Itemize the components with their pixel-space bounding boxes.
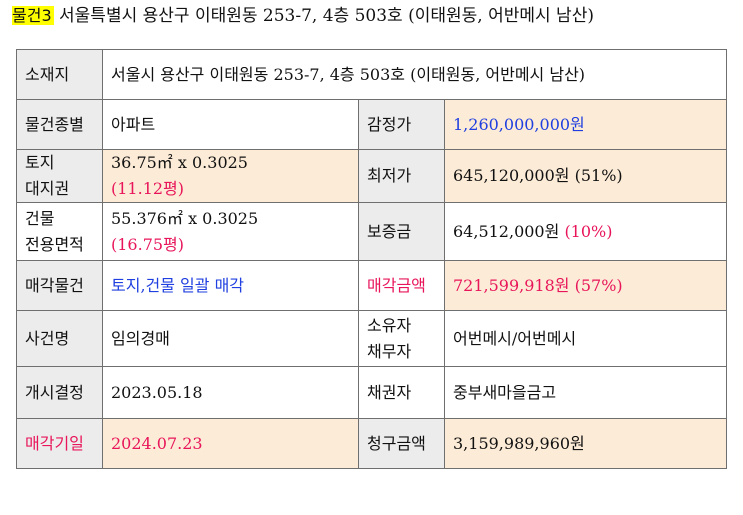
table-row-commence: 개시결정 2023.05.18 채권자 중부새마을금고 (16, 366, 728, 419)
value-land-pyeong: (11.12평) (111, 179, 185, 198)
value-land-area: 36.75㎡ x 0.3025 (111, 153, 248, 172)
value-minimum-price: 645,120,000원 (51%) (443, 149, 728, 203)
value-building-area: 55.376㎡ x 0.3025 (111, 208, 259, 228)
table-row-type: 물건종별 아파트 감정가 1,260,000,000원 (16, 99, 728, 150)
label-property-type: 물건종별 (16, 99, 103, 150)
label-land: 토지 대지권 (16, 149, 103, 203)
value-deposit: 64,512,000원 (10%) (443, 202, 728, 261)
value-building-pyeong: (16.75평) (111, 234, 185, 254)
table-row-case: 사건명 임의경매 소유자 채무자 어번메시/어번메시 (16, 310, 728, 367)
value-case-name: 임의경매 (102, 310, 359, 367)
label-commencement: 개시결정 (16, 366, 103, 419)
value-building: 55.376㎡ x 0.3025 (16.75평) (102, 202, 359, 261)
label-minimum-price: 최저가 (358, 149, 445, 203)
label-sale-date: 매각기일 (16, 418, 103, 469)
label-deposit: 보증금 (358, 202, 445, 261)
value-sale-amount: 721,599,918원 (57%) (443, 260, 728, 311)
value-commencement: 2023.05.18 (102, 366, 359, 419)
property-heading: 물건3 서울특별시 용산구 이태원동 253-7, 4층 503호 (이태원동,… (12, 4, 594, 28)
label-case-name: 사건명 (16, 310, 103, 367)
label-appraisal: 감정가 (358, 99, 445, 150)
value-location: 서울시 용산구 이태원동 253-7, 4층 503호 (이태원동, 어반메시 … (101, 49, 728, 100)
label-debtor: 채무자 (367, 341, 412, 361)
property-info-table: 소재지 서울시 용산구 이태원동 253-7, 4층 503호 (이태원동, 어… (16, 49, 728, 469)
value-sale-item: 토지,건물 일괄 매각 (102, 260, 359, 311)
value-land: 36.75㎡ x 0.3025 (11.12평) (102, 149, 359, 203)
label-building-line1: 건물 (25, 208, 55, 228)
table-row-land: 토지 대지권 36.75㎡ x 0.3025 (11.12평) 최저가 645,… (16, 149, 728, 203)
label-land-line2: 대지권 (25, 179, 70, 198)
label-building: 건물 전용면적 (16, 202, 103, 261)
label-sale-amount: 매각금액 (358, 260, 445, 311)
label-claim-amount: 청구금액 (358, 418, 445, 469)
property-address-heading: 서울특별시 용산구 이태원동 253-7, 4층 503호 (이태원동, 어반메… (59, 6, 594, 26)
value-creditor: 중부새마을금고 (443, 366, 728, 419)
label-owner: 소유자 (367, 315, 412, 335)
label-creditor: 채권자 (358, 366, 445, 419)
value-deposit-amount: 64,512,000원 (453, 221, 560, 241)
label-location: 소재지 (16, 49, 103, 100)
label-building-line2: 전용면적 (25, 234, 84, 254)
value-owner-debtor: 어번메시/어번메시 (443, 310, 728, 367)
property-tag: 물건3 (12, 6, 54, 25)
label-sale-item: 매각물건 (16, 260, 103, 311)
value-property-type: 아파트 (102, 99, 359, 150)
table-row-sale-item: 매각물건 토지,건물 일괄 매각 매각금액 721,599,918원 (57%) (16, 260, 728, 311)
value-claim-amount: 3,159,989,960원 (443, 418, 728, 469)
table-row-sale-date: 매각기일 2024.07.23 청구금액 3,159,989,960원 (16, 418, 728, 469)
value-deposit-pct: (10%) (564, 221, 613, 241)
value-sale-date: 2024.07.23 (102, 418, 359, 469)
label-land-line1: 토지 (25, 153, 55, 172)
table-row-building: 건물 전용면적 55.376㎡ x 0.3025 (16.75평) 보증금 64… (16, 202, 728, 261)
label-owner-debtor: 소유자 채무자 (358, 310, 445, 367)
table-row-location: 소재지 서울시 용산구 이태원동 253-7, 4층 503호 (이태원동, 어… (16, 49, 728, 100)
value-appraisal: 1,260,000,000원 (443, 99, 728, 150)
